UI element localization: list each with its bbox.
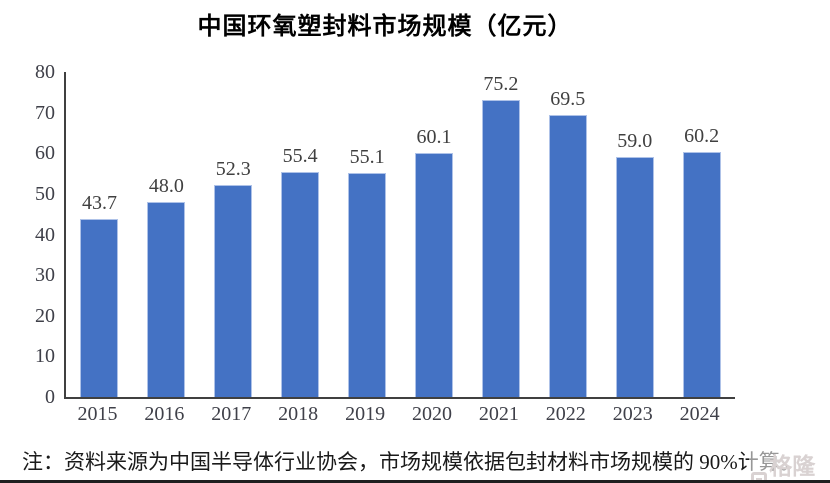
bar: [281, 171, 320, 397]
bar-slot: 69.5: [534, 72, 601, 397]
y-tick-label: 20: [35, 304, 55, 327]
x-tick-label: 2020: [411, 403, 452, 425]
x-tick-label: 2023: [612, 403, 653, 425]
bar-slot: 43.7: [66, 72, 133, 397]
bar-value-label: 48.0: [148, 175, 184, 197]
y-tick-label: 40: [35, 223, 55, 246]
watermark-text: 格隆汇: [769, 453, 816, 479]
bar-slot: 60.1: [401, 72, 468, 397]
bar-value-label: 69.5: [550, 87, 586, 110]
chart-title: 中国环氧塑封料市场规模（亿元）: [197, 14, 573, 40]
x-axis: 2015 2016 2017 2018 2019 2020 2021 2022 2023 2024: [64, 403, 733, 426]
bar: [414, 152, 453, 397]
y-tick-label: 60: [35, 142, 55, 165]
x-tick-label: 2024: [679, 403, 720, 425]
bottom-divider: [0, 480, 830, 483]
bar-slot: 59.0: [601, 72, 668, 397]
bar: [615, 157, 654, 397]
y-tick-label: 0: [45, 386, 55, 408]
y-tick-label: 10: [35, 345, 55, 368]
bar: [348, 173, 387, 397]
x-tick-label: 2022: [545, 403, 586, 425]
bar-slot: 55.1: [334, 72, 401, 397]
bar-slot: 60.2: [668, 72, 735, 397]
source-note: 注：资料来源为中国半导体行业协会，市场规模依据包封材料市场规模的 90%计算。: [22, 450, 801, 474]
bar: [80, 219, 119, 397]
bar-value-label: 60.1: [416, 125, 452, 148]
bar-slot: 48.0: [133, 72, 200, 397]
bar: [481, 100, 520, 397]
bar-value-label: 59.0: [617, 130, 653, 153]
x-tick-label: 2016: [144, 403, 185, 425]
bar-value-label: 52.3: [215, 157, 251, 180]
bar: [147, 202, 186, 397]
y-tick-label: 70: [35, 101, 55, 124]
y-tick-label: 50: [35, 182, 55, 205]
x-tick-label: 2021: [478, 403, 519, 425]
x-tick-label: 2015: [77, 403, 118, 425]
bar-value-label: 75.2: [483, 73, 519, 95]
bar: [214, 184, 253, 397]
bar: [682, 152, 721, 397]
bar-slot: 75.2: [467, 72, 534, 397]
bar-slot: 52.3: [200, 72, 267, 397]
bar-value-label: 55.1: [349, 146, 385, 169]
bar-slot: 55.4: [267, 72, 334, 397]
bar: [548, 114, 587, 397]
bar-value-label: 43.7: [81, 192, 117, 215]
x-tick-label: 2018: [278, 403, 319, 425]
x-tick-label: 2019: [345, 403, 386, 425]
plot-area: 43.7 48.0 52.3 55.4 55.1 60.1 75.2 69.5 59.0 60.2: [64, 72, 735, 399]
x-tick-label: 2017: [211, 403, 252, 425]
gelonghui-logo-icon: [751, 472, 768, 483]
bar-value-label: 60.2: [684, 125, 720, 148]
y-tick-label: 80: [35, 61, 55, 83]
y-tick-label: 30: [35, 264, 55, 287]
bar-value-label: 55.4: [282, 144, 318, 167]
watermark: 格隆汇: [749, 446, 830, 483]
